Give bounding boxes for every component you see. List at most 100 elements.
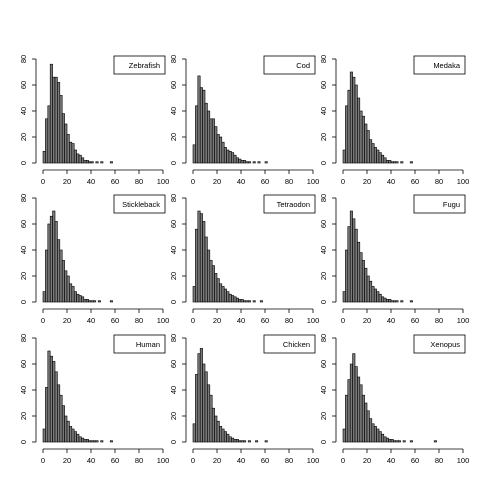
histogram-bar	[45, 118, 49, 164]
histogram-bar	[369, 418, 373, 443]
histogram-bar	[243, 300, 247, 303]
x-tick-label: 20	[363, 316, 371, 325]
x-tick-label: 100	[157, 177, 170, 186]
y-tick-label: 0	[169, 300, 178, 304]
histogram-bar	[228, 151, 232, 164]
y-tick-label: 20	[169, 412, 178, 420]
y-tick-label: 60	[319, 81, 328, 89]
y-tick-label: 40	[19, 246, 28, 254]
x-tick-label: 0	[341, 316, 345, 325]
histogram-bar	[199, 213, 203, 303]
x-tick-label: 100	[157, 456, 170, 465]
histogram-bar	[192, 286, 196, 303]
y-tick-label: 0	[19, 300, 28, 304]
histogram-bar	[264, 440, 268, 443]
histogram-bar	[219, 426, 223, 443]
legend-label: Cod	[296, 61, 310, 70]
y-tick-label: 20	[19, 272, 28, 280]
x-tick-label: 40	[237, 316, 245, 325]
histogram-bar	[371, 423, 375, 443]
histogram-bar	[49, 63, 53, 164]
histogram-bar	[192, 423, 196, 443]
histogram-bar	[85, 299, 89, 303]
x-tick-label: 20	[213, 456, 221, 465]
legend-box	[413, 334, 466, 354]
histogram-bar	[211, 265, 215, 303]
legend-box	[263, 55, 316, 75]
y-tick-label: 60	[169, 360, 178, 368]
histogram-bar	[409, 300, 413, 303]
y-tick-label: 40	[19, 386, 28, 394]
histogram-bar	[228, 436, 232, 443]
legend-label: Medaka	[433, 61, 461, 70]
histogram-bar	[252, 300, 256, 303]
histogram-bar	[61, 405, 65, 443]
histogram-bar	[228, 293, 232, 303]
histogram-bar	[393, 161, 397, 164]
histogram-bar	[345, 249, 349, 303]
y-tick-label: 40	[319, 246, 328, 254]
histogram-bar	[47, 350, 51, 443]
x-tick-label: 40	[87, 316, 95, 325]
histogram-bar	[381, 296, 385, 303]
histogram-bar	[378, 152, 382, 164]
histogram-bar	[402, 440, 406, 443]
histogram-bar	[64, 270, 68, 303]
histogram-bar	[357, 97, 361, 164]
x-tick-label: 60	[411, 456, 419, 465]
histogram-bar	[342, 291, 346, 303]
histogram-bar	[243, 160, 247, 164]
y-tick-label: 40	[19, 107, 28, 115]
histogram-bar	[395, 300, 399, 303]
histogram-bar	[433, 440, 437, 443]
histogram-bar	[231, 295, 235, 303]
histogram-bar	[247, 161, 251, 164]
y-tick-label: 0	[319, 440, 328, 444]
y-tick-label: 0	[19, 161, 28, 165]
y-tick-label: 80	[169, 334, 178, 342]
x-tick-label: 20	[63, 456, 71, 465]
y-tick-label: 20	[319, 272, 328, 280]
histogram-bar	[211, 407, 215, 443]
histogram-bar	[400, 161, 404, 164]
legend-box	[113, 334, 166, 354]
histogram-bar	[100, 161, 104, 164]
histogram-bar	[109, 161, 113, 164]
histogram-bar	[238, 158, 242, 164]
histogram-bar	[369, 280, 373, 303]
histogram-bar	[376, 428, 380, 443]
y-tick-label: 20	[19, 412, 28, 420]
y-tick-label: 0	[169, 161, 178, 165]
histogram-bar	[199, 87, 203, 164]
x-tick-label: 0	[41, 456, 45, 465]
histogram-bar	[349, 71, 353, 164]
y-tick-label: 0	[319, 300, 328, 304]
legend-label: Fugu	[443, 200, 460, 209]
histogram-bar	[81, 157, 85, 164]
histogram-bar	[373, 147, 377, 164]
histogram-bar	[197, 353, 201, 443]
histogram-bar	[252, 161, 256, 164]
x-tick-label: 0	[41, 177, 45, 186]
histogram-bar	[64, 123, 68, 164]
histogram-bar	[69, 426, 73, 443]
histogram-bar	[238, 299, 242, 303]
legend-box	[263, 194, 316, 214]
histogram-bar	[219, 136, 223, 164]
histogram-bar	[381, 433, 385, 443]
histogram-bar	[93, 440, 97, 443]
histogram-bar	[373, 426, 377, 443]
histogram-bar	[376, 149, 380, 164]
histogram-bar	[97, 300, 101, 303]
x-tick-label: 100	[307, 456, 320, 465]
histogram-bar	[100, 440, 104, 443]
x-tick-label: 0	[191, 316, 195, 325]
histogram-bar	[231, 437, 235, 443]
histogram-bar	[78, 154, 82, 164]
histogram-bar	[223, 431, 227, 443]
histogram-bar	[45, 387, 49, 443]
histogram-bar	[61, 113, 65, 164]
y-tick-label: 40	[319, 107, 328, 115]
histogram-bar	[81, 437, 85, 443]
histogram-bar	[42, 428, 46, 443]
